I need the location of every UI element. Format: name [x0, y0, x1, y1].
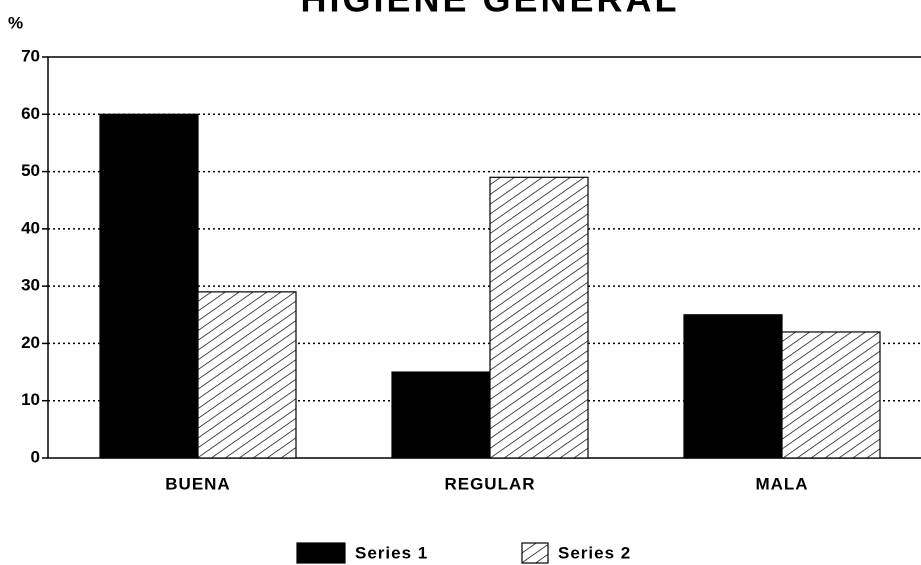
bar	[489, 176, 589, 459]
legend-label: Series 2	[558, 543, 631, 562]
legend-swatch	[296, 542, 346, 564]
y-tick-label: 30	[21, 276, 40, 295]
y-tick-label: 50	[21, 161, 40, 180]
legend-swatch	[521, 542, 549, 564]
y-tick-label: 70	[21, 46, 40, 65]
bar	[781, 331, 881, 459]
y-tick-label: 60	[21, 104, 40, 123]
bar	[683, 314, 783, 459]
bar	[99, 113, 199, 459]
bar	[197, 291, 297, 459]
y-axis-label: %	[8, 13, 23, 32]
x-tick-label: REGULAR	[444, 474, 535, 493]
chart-title: HIGIENE GENERAL	[300, 0, 679, 20]
y-tick-label: 10	[21, 390, 40, 409]
y-tick-label: 0	[31, 447, 40, 466]
x-tick-label: MALA	[755, 474, 808, 493]
legend-label: Series 1	[355, 543, 428, 562]
y-tick-label: 20	[21, 333, 40, 352]
x-tick-label: BUENA	[165, 474, 230, 493]
bar	[391, 371, 491, 459]
y-tick-label: 40	[21, 218, 40, 237]
